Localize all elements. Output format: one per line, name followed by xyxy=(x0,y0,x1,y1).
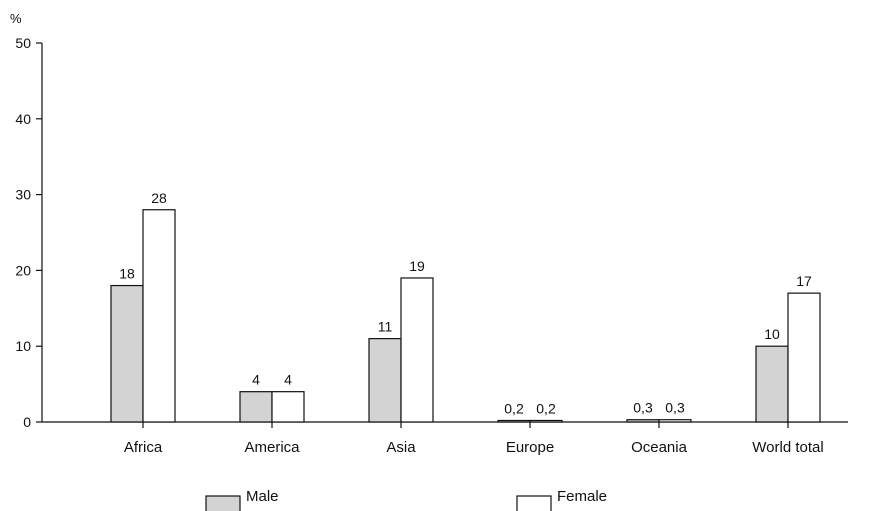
bar-female xyxy=(271,391,305,423)
bar-male xyxy=(110,284,144,423)
y-axis: % 0 10 20 30 40 50 xyxy=(10,11,43,430)
data-label: 10 xyxy=(764,326,780,342)
x-category-label: Africa xyxy=(124,439,163,456)
x-category-label: Asia xyxy=(386,439,416,456)
data-label: 11 xyxy=(378,319,393,335)
data-label: 19 xyxy=(409,258,425,274)
bar-female xyxy=(400,277,434,423)
data-label: 4 xyxy=(252,372,260,388)
y-tick-label: 10 xyxy=(15,338,31,354)
bar-female xyxy=(142,209,176,423)
data-label: 0,2 xyxy=(504,400,524,416)
data-label: 0,2 xyxy=(536,400,556,416)
x-category-label: Europe xyxy=(506,439,554,456)
bars: 18 28 4 4 11 19 0,2 0,2 0,3 0,3 10 17 xyxy=(110,190,821,423)
bar-male xyxy=(497,419,531,423)
data-label: 18 xyxy=(119,266,135,282)
y-tick-label: 30 xyxy=(15,187,31,203)
data-label: 28 xyxy=(151,190,167,206)
y-tick-label: 0 xyxy=(23,414,31,430)
x-category-label: Oceania xyxy=(631,439,688,456)
data-label: 17 xyxy=(796,273,812,289)
data-label: 0,3 xyxy=(665,400,685,416)
bar-female xyxy=(529,419,563,423)
x-axis: Africa America Asia Europe Oceania World tota… xyxy=(42,421,848,456)
data-label: 0,3 xyxy=(633,400,653,416)
data-label: 4 xyxy=(284,372,292,388)
x-category-label: World total xyxy=(752,439,823,456)
y-tick-label: 40 xyxy=(15,111,31,127)
bar-male xyxy=(368,338,402,423)
y-tick-label: 20 xyxy=(15,262,31,278)
y-axis-unit-label: % xyxy=(10,11,22,26)
legend-label-male: Male xyxy=(246,488,279,505)
bar-female xyxy=(658,419,692,423)
x-category-label: America xyxy=(244,439,300,456)
y-tick-label: 50 xyxy=(15,35,31,51)
bar-male xyxy=(239,391,273,423)
bar-male xyxy=(626,419,660,423)
bar-male xyxy=(755,345,789,423)
legend-swatch-male xyxy=(205,495,241,511)
legend-label-female: Female xyxy=(557,488,607,505)
bar-female xyxy=(787,292,821,423)
legend-swatch-female xyxy=(516,495,552,511)
legend: Male Female xyxy=(205,488,607,511)
